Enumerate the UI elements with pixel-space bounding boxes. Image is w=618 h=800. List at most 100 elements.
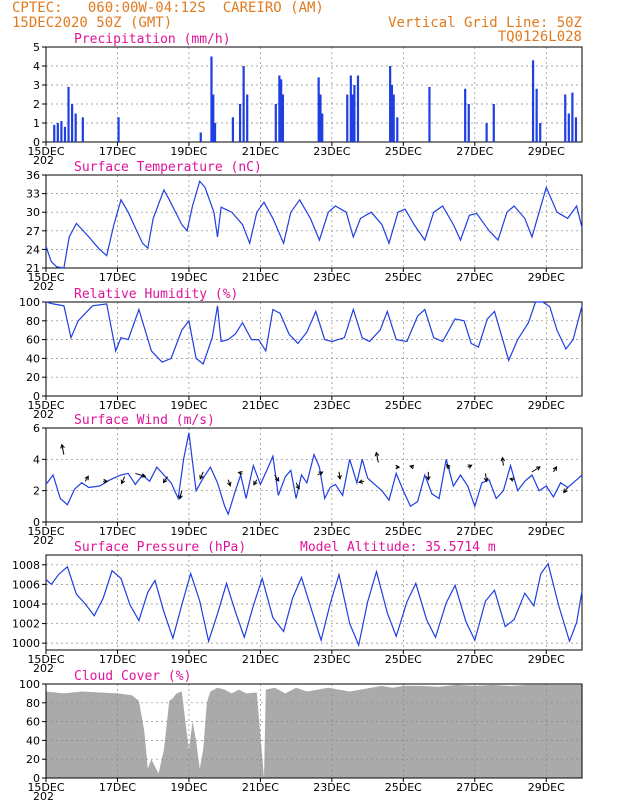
y-tick-label: 1006 <box>12 578 40 591</box>
panel-5 <box>42 683 583 782</box>
wind-arrow <box>563 487 569 494</box>
wind-arrow <box>135 472 147 478</box>
x-tick-label: 17DEC <box>99 145 136 158</box>
precip-bar <box>210 56 213 142</box>
wind-arrow <box>374 451 380 463</box>
precip-bar <box>319 94 322 142</box>
precip-bar <box>564 94 567 142</box>
precip-bar <box>231 117 235 142</box>
y-tick-label: 20 <box>26 753 40 766</box>
precip-bar <box>56 123 59 142</box>
panel-title-2: Relative Humidity (%) <box>74 287 238 302</box>
precip-bar <box>467 104 470 142</box>
plot-frame <box>45 427 583 523</box>
x-tick-label: 29DEC <box>528 399 565 412</box>
precip-bar <box>74 113 77 142</box>
wind-arrow <box>337 471 342 480</box>
y-tick-label: 0 <box>33 516 40 529</box>
y-tick-label: 100 <box>19 296 40 309</box>
y-tick-label: 80 <box>26 697 40 710</box>
precip-bar <box>396 117 399 142</box>
precip-bar <box>349 75 352 142</box>
x-tick-label: 19DEC <box>170 271 207 284</box>
x-tick-label: 25DEC <box>385 145 422 158</box>
precip-bar <box>539 123 542 142</box>
header-right-line1: Vertical Grid Line: 50Z <box>388 15 582 31</box>
wind-arrow <box>295 482 300 490</box>
x-year-label: 202 <box>33 790 54 800</box>
x-tick-label: 17DEC <box>99 781 136 794</box>
precip-bar <box>428 86 431 142</box>
x-tick-label: 19DEC <box>170 145 207 158</box>
x-tick-label: 27DEC <box>456 145 493 158</box>
header-left-line2: 15DEC2020 50Z (GMT) <box>12 15 173 31</box>
x-tick-label: 21DEC <box>242 781 279 794</box>
y-tick-label: 20 <box>26 371 40 384</box>
x-tick-label: 29DEC <box>528 653 565 666</box>
x-tick-label: 23DEC <box>313 145 350 158</box>
panel-title-4: Surface Pressure (hPa) <box>74 540 246 555</box>
y-tick-label: 0 <box>33 136 40 149</box>
precip-bar <box>199 132 202 142</box>
wind-arrow <box>103 478 109 484</box>
x-tick-label: 23DEC <box>313 271 350 284</box>
y-tick-label: 1002 <box>12 618 40 631</box>
x-tick-label: 27DEC <box>456 653 493 666</box>
y-tick-label: 100 <box>19 678 40 691</box>
x-tick-label: 29DEC <box>528 145 565 158</box>
panel-1 <box>42 174 583 272</box>
x-tick-label: 17DEC <box>99 653 136 666</box>
panel-2 <box>42 301 583 400</box>
x-tick-label: 27DEC <box>456 781 493 794</box>
header-left-line1: CPTEC: 060:00W-04:12S CAREIRO (AM) <box>12 0 324 16</box>
wind-arrow <box>178 490 183 500</box>
y-tick-label: 30 <box>26 206 40 219</box>
x-tick-label: 23DEC <box>313 399 350 412</box>
precip-bar <box>356 75 360 142</box>
y-tick-label: 27 <box>26 225 40 238</box>
wind-arrow <box>467 464 473 469</box>
y-tick-label: 40 <box>26 734 40 747</box>
precip-bar <box>67 86 70 142</box>
precip-bar <box>280 79 283 142</box>
wind-arrow <box>120 476 126 485</box>
wind-arrow <box>395 464 401 470</box>
series-line <box>45 562 583 648</box>
x-tick-label: 23DEC <box>313 781 350 794</box>
precip-bar <box>81 117 84 142</box>
x-tick-label: 23DEC <box>313 525 350 538</box>
wind-arrow <box>500 456 506 466</box>
x-tick-label: 27DEC <box>456 399 493 412</box>
wind-arrow <box>552 465 557 473</box>
y-tick-label: 4 <box>33 453 40 466</box>
precip-bar <box>353 85 356 142</box>
precip-bar <box>317 77 320 142</box>
x-tick-label: 29DEC <box>528 781 565 794</box>
x-tick-label: 19DEC <box>170 525 207 538</box>
x-tick-label: 15DEC <box>27 271 64 284</box>
precip-bar <box>278 75 281 142</box>
x-tick-label: 25DEC <box>385 653 422 666</box>
y-tick-label: 1008 <box>12 559 40 572</box>
precip-bar <box>574 117 578 142</box>
x-tick-label: 25DEC <box>385 271 422 284</box>
series-line <box>45 432 583 516</box>
x-tick-label: 23DEC <box>313 653 350 666</box>
wind-arrow <box>425 471 431 481</box>
y-tick-label: 60 <box>26 716 40 729</box>
y-tick-label: 24 <box>26 243 40 256</box>
wind-arrow <box>162 476 168 484</box>
wind-arrow <box>531 466 541 473</box>
x-tick-label: 29DEC <box>528 525 565 538</box>
plot-frame <box>45 554 583 651</box>
precip-bar <box>492 104 495 142</box>
precip-bar <box>485 123 488 142</box>
x-tick-label: 15DEC <box>27 399 64 412</box>
precip-bar <box>117 117 120 142</box>
precip-bar <box>389 66 392 142</box>
y-tick-label: 1004 <box>12 598 40 611</box>
x-tick-label: 17DEC <box>99 525 136 538</box>
x-tick-label: 21DEC <box>242 525 279 538</box>
wind-arrow <box>446 463 451 470</box>
y-tick-label: 2 <box>33 485 40 498</box>
